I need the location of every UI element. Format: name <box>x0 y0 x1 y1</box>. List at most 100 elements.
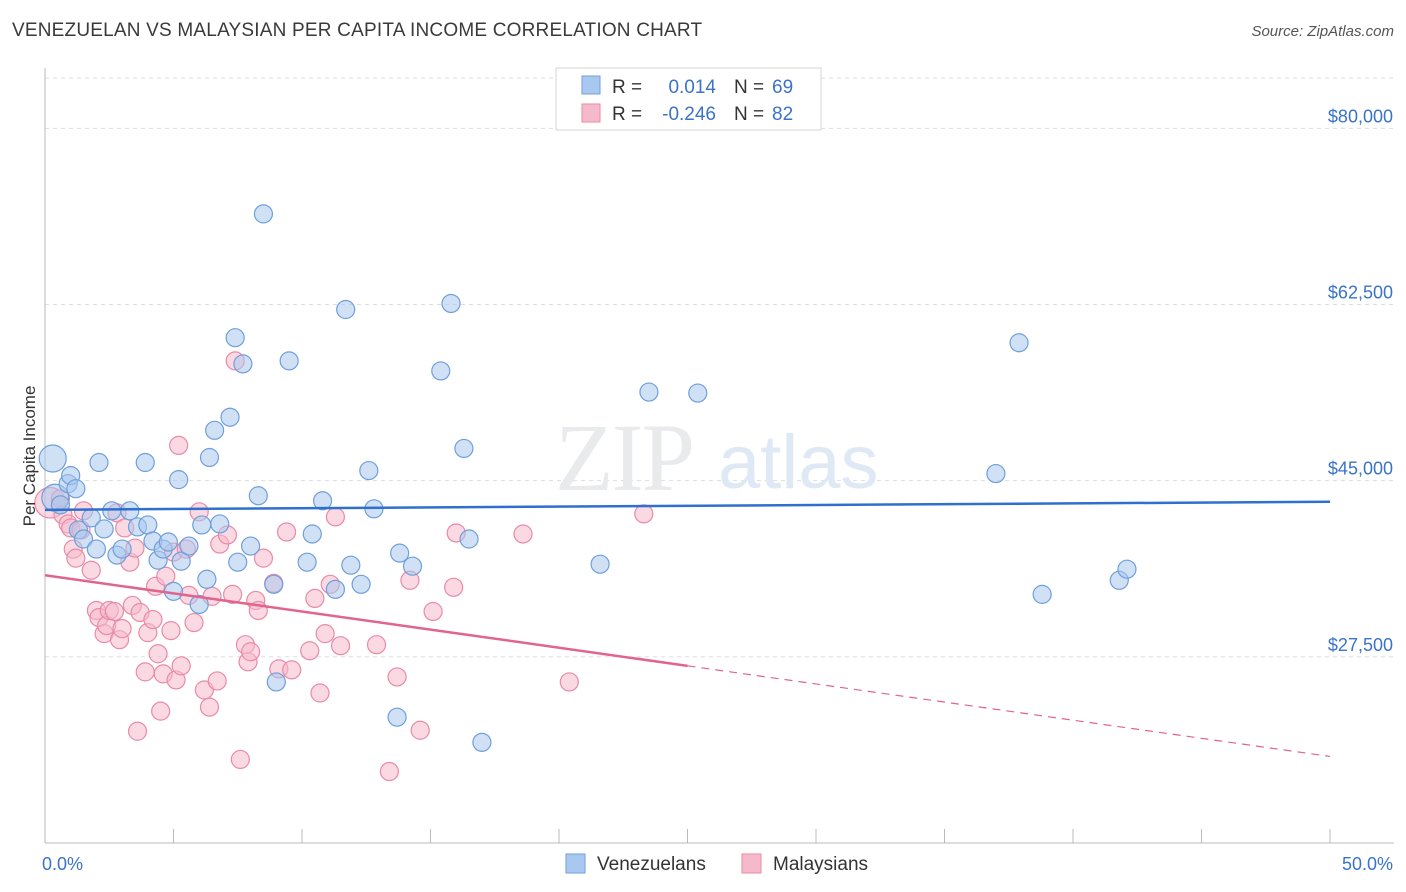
venezuelan-point <box>138 515 158 535</box>
venezuelan-point <box>66 479 86 499</box>
venezuelan-point <box>302 524 322 544</box>
venezuelan-point <box>253 204 274 224</box>
venezuelan-point <box>472 732 492 752</box>
venezuelan-point <box>192 515 212 535</box>
venezuelan-point <box>341 555 361 575</box>
venezuelan-point <box>351 574 371 594</box>
malaysian-point <box>276 522 297 542</box>
y-tick-labels: $27,500 $45,000 $62,500 $80,000 <box>1328 106 1393 654</box>
legend-r-value: -0.246 <box>662 104 716 125</box>
venezuelan-point <box>89 452 109 473</box>
venezuelan-point <box>205 420 225 440</box>
venezuelan-point <box>50 495 71 515</box>
series-legend: Venezuelans Malaysians <box>565 853 868 875</box>
watermark-atlas: atlas <box>718 420 879 505</box>
watermark-zip: ZIP <box>555 404 693 511</box>
malaysian-point <box>161 621 181 641</box>
malaysian-point <box>305 588 325 609</box>
malaysian-point <box>310 683 330 703</box>
legend-n-value: 82 <box>772 104 793 125</box>
malaysian-point <box>148 644 168 664</box>
y-tick-label: $80,000 <box>1328 106 1393 126</box>
y-tick-label: $45,000 <box>1328 459 1393 479</box>
malaysian-point <box>156 566 176 586</box>
x-tick-labels: 0.0% 50.0% <box>42 854 1393 874</box>
malaysian-point <box>410 720 430 740</box>
malaysian-point <box>66 548 86 568</box>
venezuelan-point <box>120 501 140 521</box>
venezuelan-point <box>86 539 107 559</box>
venezuelan-point <box>279 351 299 371</box>
y-axis-title: Per Capita Income <box>20 386 39 527</box>
malaysian-point <box>112 618 132 639</box>
venezuelan-point <box>158 532 178 552</box>
venezuelans-swatch <box>565 853 586 874</box>
venezuelans-points <box>38 204 1137 752</box>
y-tick-label: $27,500 <box>1328 635 1393 655</box>
venezuelan-point <box>241 536 261 556</box>
trend-lines <box>44 500 1331 758</box>
legend-swatch-venezuelans <box>581 75 601 95</box>
malaysian-point <box>444 577 464 597</box>
legend-n-label: N = <box>734 104 764 125</box>
malaysian-point <box>135 662 155 682</box>
legend-r-label: R = <box>612 104 642 125</box>
legend-r-value: 0.014 <box>668 77 716 98</box>
malaysian-point <box>81 560 101 580</box>
malaysian-point <box>330 636 351 656</box>
legend-swatch-malaysians <box>581 103 601 123</box>
venezuelan-point <box>1009 333 1029 353</box>
malaysian-point <box>387 667 407 687</box>
malaysians-swatch <box>741 853 762 874</box>
malaysian-point <box>230 749 250 770</box>
venezuelan-point <box>312 491 333 511</box>
venezuelan-point <box>688 383 708 403</box>
venezuelan-point <box>402 556 423 576</box>
legend-r-label: R = <box>612 77 642 98</box>
venezuelan-point <box>228 552 248 572</box>
venezuelan-point <box>264 574 284 594</box>
malaysians-trend-extension <box>687 665 1331 758</box>
malaysian-point <box>253 548 274 568</box>
malaysian-point <box>169 435 189 456</box>
venezuelan-point <box>986 463 1006 484</box>
malaysian-point <box>171 656 191 676</box>
venezuelan-point <box>359 460 379 481</box>
venezuelans-legend-label: Venezuelans <box>597 854 706 875</box>
venezuelan-point <box>102 501 122 521</box>
venezuelan-point <box>639 382 659 402</box>
y-tick-label: $62,500 <box>1328 282 1393 302</box>
venezuelan-point <box>171 551 191 571</box>
malaysian-point <box>184 612 204 633</box>
correlation-legend: R = 0.014 N = 69 R = -0.246 N = 82 <box>555 67 822 131</box>
venezuelan-point <box>197 569 217 589</box>
venezuelan-point <box>297 552 317 572</box>
watermark: ZIP atlas <box>555 404 879 511</box>
venezuelan-point <box>1032 584 1052 604</box>
venezuelan-point <box>38 444 67 473</box>
venezuelan-point <box>1117 559 1137 579</box>
venezuelan-point <box>266 672 286 692</box>
venezuelan-point <box>73 529 94 549</box>
venezuelan-point <box>169 470 189 490</box>
chart-title: VENEZUELAN VS MALAYSIAN PER CAPITA INCOM… <box>12 20 703 41</box>
malaysians-trend-line <box>44 574 688 668</box>
malaysian-point <box>143 609 163 630</box>
malaysian-point <box>315 624 335 644</box>
venezuelan-point <box>210 514 230 534</box>
venezuelan-point <box>94 519 114 539</box>
legend-n-label: N = <box>734 77 764 98</box>
venezuelan-point <box>590 554 610 574</box>
malaysian-point <box>366 635 387 655</box>
malaysian-point <box>282 660 302 680</box>
venezuelan-point <box>431 361 451 381</box>
venezuelan-point <box>459 529 479 549</box>
venezuelan-point <box>179 536 199 556</box>
malaysian-point <box>104 601 124 622</box>
malaysian-point <box>634 504 654 524</box>
malaysian-point <box>300 641 320 661</box>
x-tick-label: 50.0% <box>1342 854 1393 874</box>
x-tick-label: 0.0% <box>42 854 83 874</box>
malaysian-point <box>559 672 579 692</box>
